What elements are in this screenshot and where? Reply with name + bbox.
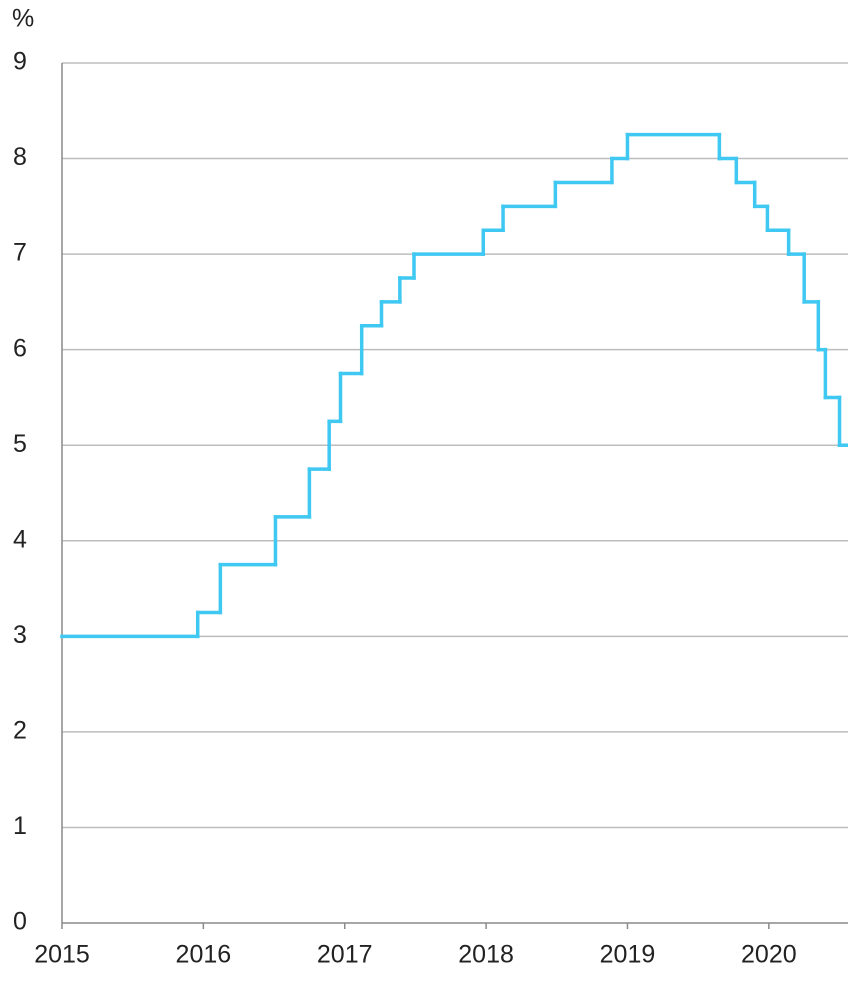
y-tick-label: 9 — [13, 48, 27, 76]
y-tick-label: 2 — [13, 716, 27, 744]
x-tick-label: 2020 — [741, 941, 797, 969]
y-tick-label: 5 — [13, 430, 27, 458]
y-axis-label: % — [12, 5, 34, 33]
y-tick-label: 8 — [13, 143, 27, 171]
y-tick-label: 6 — [13, 334, 27, 362]
y-tick-label: 3 — [13, 621, 27, 649]
x-tick-label: 2015 — [34, 941, 90, 969]
y-tick-label: 7 — [13, 239, 27, 267]
x-tick-label: 2016 — [176, 941, 232, 969]
x-tick-label: 2018 — [458, 941, 514, 969]
y-tick-label: 1 — [13, 812, 27, 840]
x-tick-label: 2017 — [317, 941, 373, 969]
x-tick-label: 2019 — [600, 941, 656, 969]
y-tick-label: 4 — [13, 525, 27, 553]
y-tick-label: 0 — [13, 908, 27, 936]
